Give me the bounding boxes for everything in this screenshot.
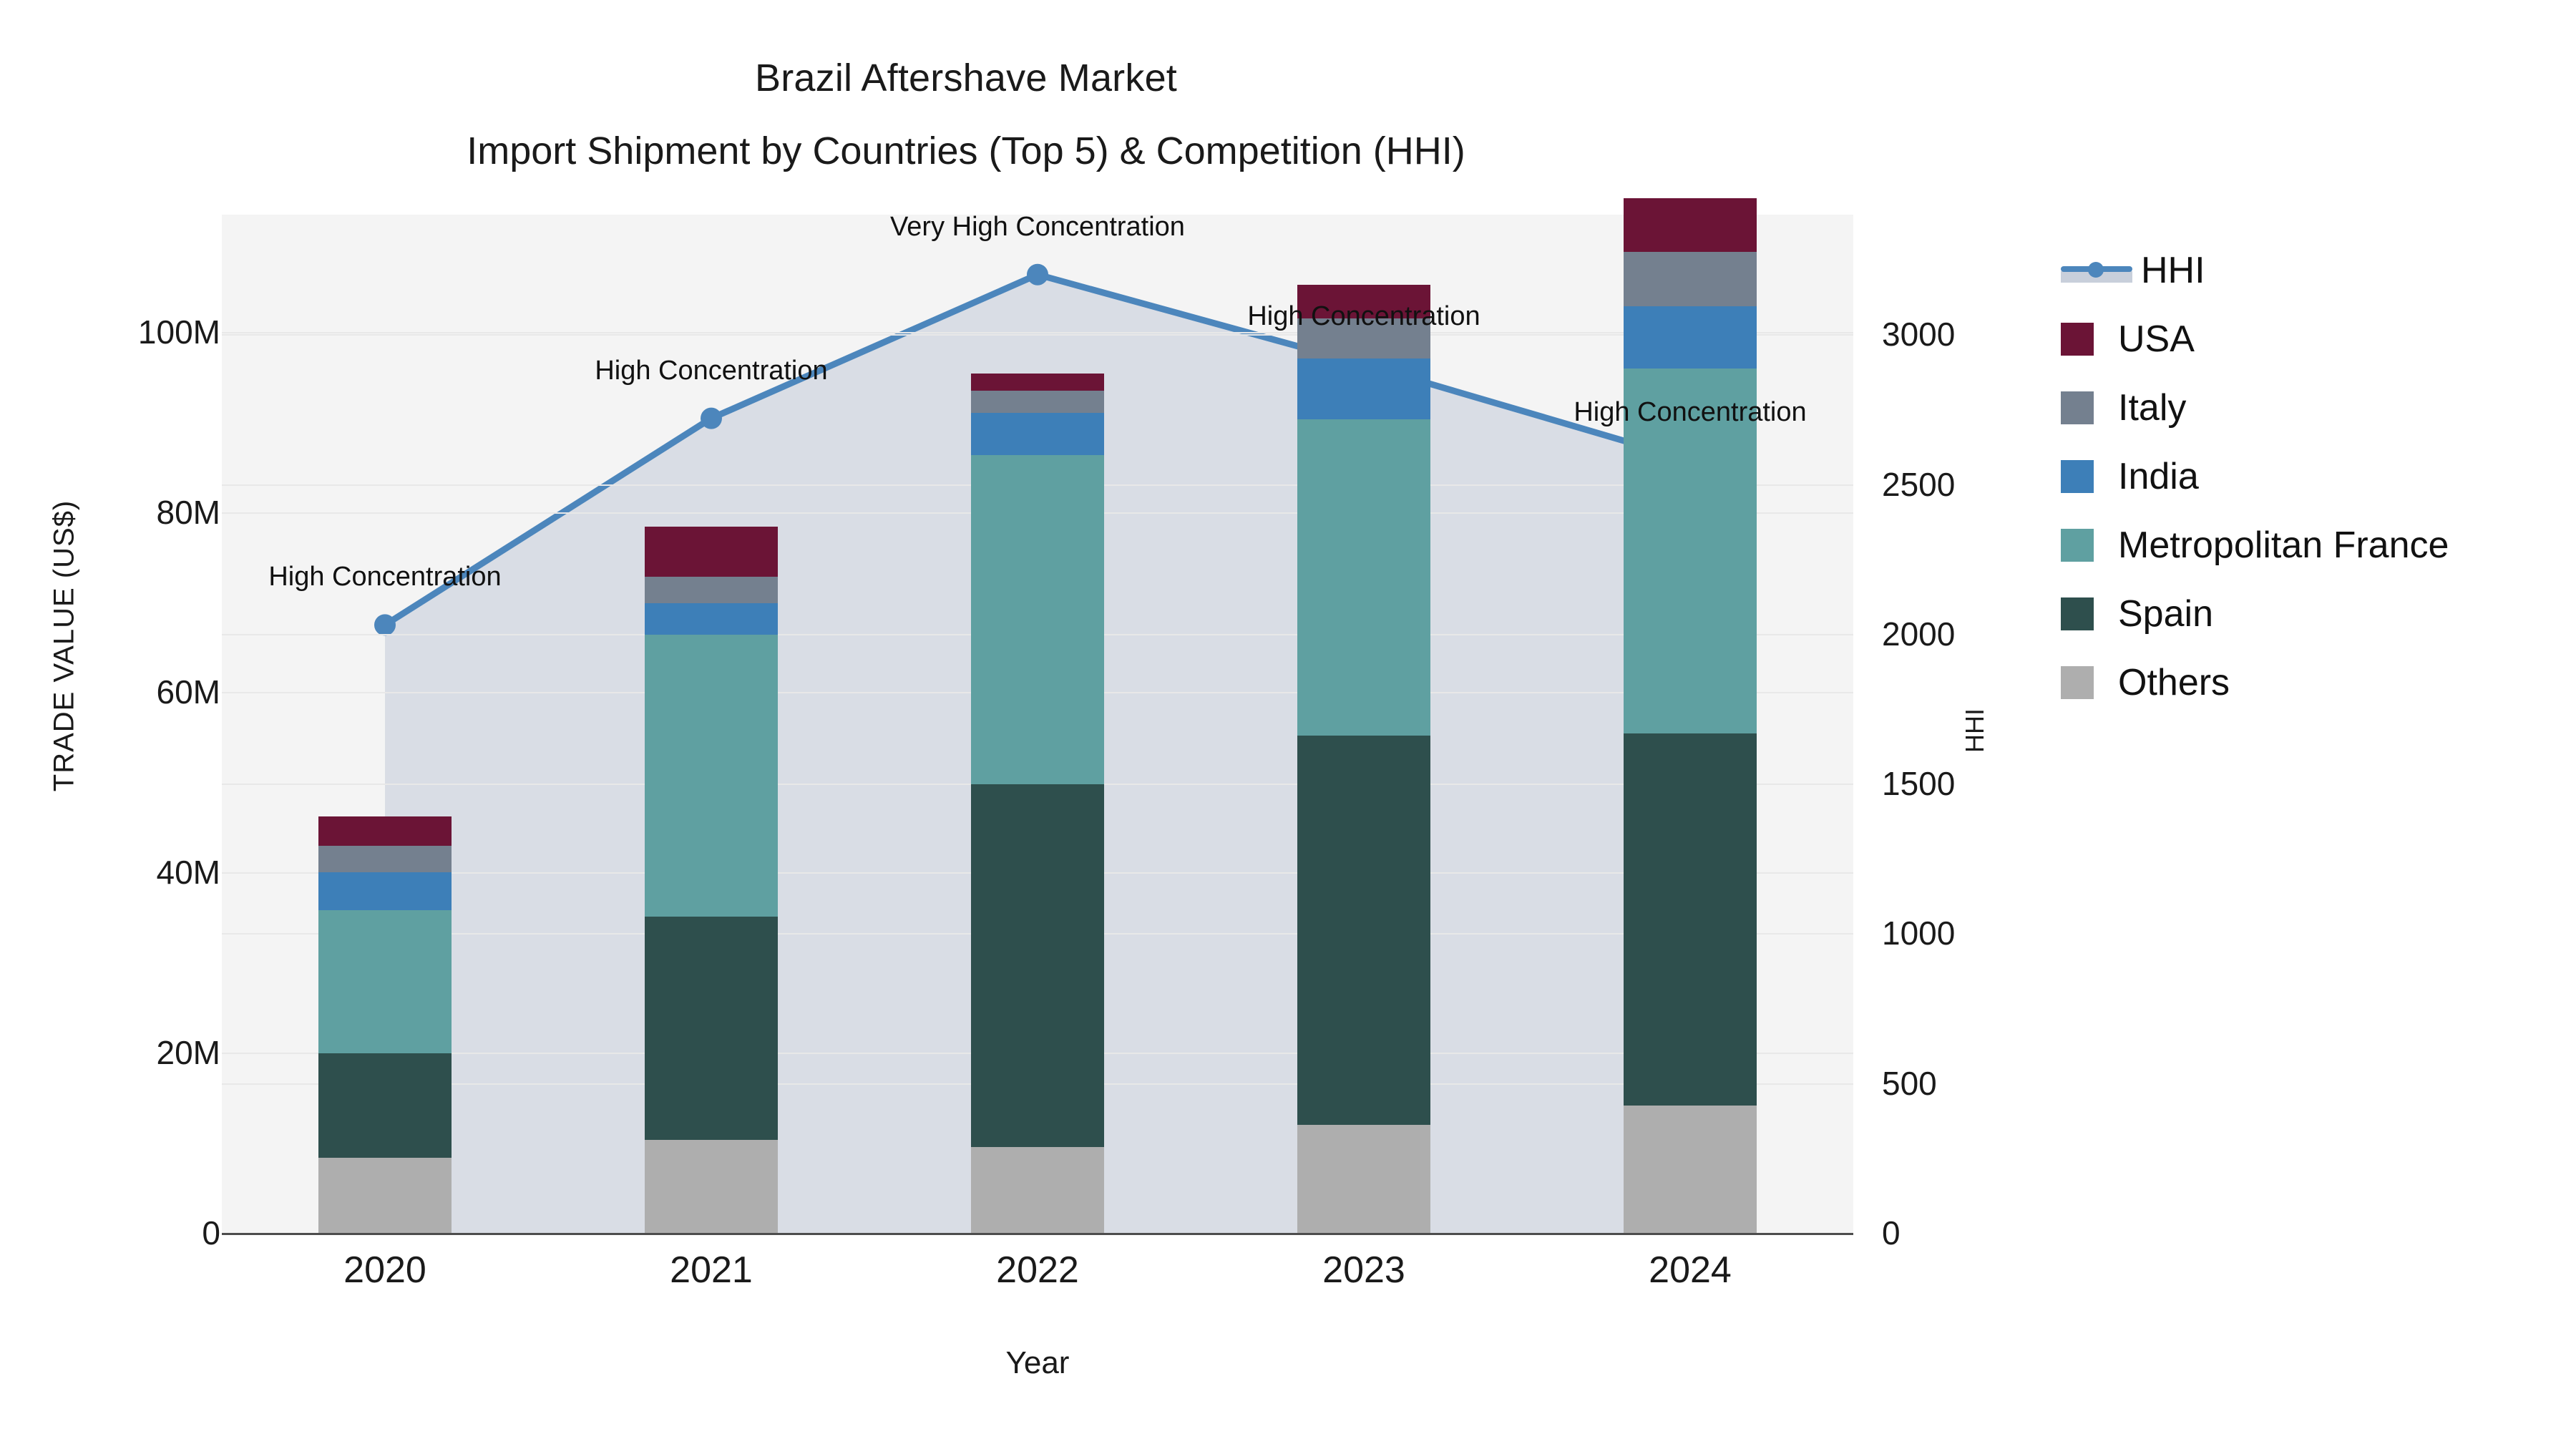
x-axis-label: Year: [1005, 1345, 1070, 1380]
legend-item-label: USA: [2118, 318, 2195, 360]
x-axis-tick-label: 2023: [1322, 1249, 1405, 1291]
legend-item-label: Italy: [2118, 387, 2187, 429]
bar-segment[interactable]: [645, 602, 778, 635]
bar-segment[interactable]: [971, 784, 1104, 1148]
chart-title: Brazil Aftershave Market: [754, 57, 1178, 99]
concentration-annotation: High Concentration: [1247, 301, 1480, 332]
legend-item-label: India: [2118, 456, 2199, 497]
y-axis-tick-label: 80M: [156, 493, 220, 531]
concentration-annotation: High Concentration: [595, 355, 828, 386]
bar-segment[interactable]: [971, 455, 1104, 784]
legend-item[interactable]: India: [2061, 442, 2562, 511]
legend-item-label: HHI: [2141, 250, 2205, 291]
legend-item[interactable]: Metropolitan France: [2061, 511, 2562, 580]
y2-axis-tick-label: 0: [1882, 1214, 1901, 1252]
legend-swatch-icon: [2061, 391, 2094, 424]
legend-item-label: Spain: [2118, 593, 2213, 635]
legend-item-label: Others: [2118, 662, 2230, 703]
legend-item[interactable]: HHI: [2061, 236, 2562, 305]
y-axis-tick-label: 60M: [156, 673, 220, 711]
bar-segment[interactable]: [1297, 735, 1430, 1125]
legend-item-label: Metropolitan France: [2118, 525, 2449, 566]
gridline-secondary: [222, 334, 1853, 336]
bar-segment[interactable]: [971, 413, 1104, 456]
y2-axis-label: HHI: [1960, 708, 1989, 753]
bar-segment[interactable]: [971, 373, 1104, 391]
bar-segment[interactable]: [1624, 198, 1757, 252]
bar-segment[interactable]: [1297, 419, 1430, 736]
y-axis-label: TRADE VALUE (US$): [48, 499, 80, 792]
bar-segment[interactable]: [318, 1053, 452, 1158]
legend-swatch-icon: [2061, 529, 2094, 562]
bar-segment[interactable]: [318, 845, 452, 873]
y-axis-tick-label: 20M: [156, 1034, 220, 1072]
y2-axis-tick-label: 500: [1882, 1064, 1937, 1102]
y2-axis-tick-label: 1500: [1882, 765, 1956, 803]
concentration-annotation: High Concentration: [1574, 397, 1807, 428]
bar-segment[interactable]: [318, 816, 452, 846]
y2-axis-tick-label: 2500: [1882, 465, 1956, 503]
y2-axis-tick-label: 1000: [1882, 914, 1956, 952]
x-axis-tick-label: 2022: [996, 1249, 1079, 1291]
bar-segment[interactable]: [318, 910, 452, 1054]
x-axis-tick-label: 2024: [1649, 1249, 1732, 1291]
legend: HHI USA Italy India Metropolitan France Spain…: [2061, 236, 2562, 717]
hhi-marker[interactable]: [1027, 263, 1048, 286]
concentration-annotation: High Concentration: [268, 562, 502, 592]
legend-swatch-icon: [2061, 323, 2094, 356]
plot-area: [222, 198, 1853, 1234]
y2-axis-tick-label: 3000: [1882, 316, 1956, 353]
bar-segment[interactable]: [1624, 369, 1757, 734]
bar-segment[interactable]: [1297, 358, 1430, 419]
hhi-marker[interactable]: [374, 614, 396, 636]
x-axis-line: [222, 1233, 1853, 1235]
legend-item[interactable]: Spain: [2061, 580, 2562, 648]
y-axis-tick-label: 0: [202, 1214, 220, 1252]
bar-segment[interactable]: [1297, 285, 1430, 318]
legend-item[interactable]: USA: [2061, 305, 2562, 374]
bar-segment[interactable]: [1297, 318, 1430, 359]
legend-item[interactable]: Italy: [2061, 374, 2562, 442]
hhi-line-icon: [2061, 254, 2132, 287]
legend-item[interactable]: Others: [2061, 648, 2562, 717]
bar-segment[interactable]: [645, 916, 778, 1141]
bar-segment[interactable]: [1624, 733, 1757, 1106]
gridline: [222, 331, 1853, 333]
bar-segment[interactable]: [645, 526, 778, 577]
concentration-annotation: Very High Concentration: [890, 211, 1185, 242]
bar-segment[interactable]: [971, 390, 1104, 414]
bar-segment[interactable]: [318, 1158, 452, 1233]
legend-swatch-icon: [2061, 666, 2094, 699]
bar-segment[interactable]: [645, 634, 778, 917]
legend-swatch-icon: [2061, 460, 2094, 493]
bar-segment[interactable]: [645, 577, 778, 603]
chart-subtitle: Import Shipment by Countries (Top 5) & C…: [467, 130, 1465, 172]
bar-segment[interactable]: [1624, 1106, 1757, 1233]
bar-segment[interactable]: [1297, 1124, 1430, 1233]
bar-segment[interactable]: [1624, 306, 1757, 369]
x-axis-tick-label: 2021: [670, 1249, 753, 1291]
legend-swatch-icon: [2061, 597, 2094, 630]
hhi-marker[interactable]: [701, 407, 722, 429]
bar-segment[interactable]: [318, 872, 452, 911]
y-axis-tick-label: 100M: [137, 313, 220, 351]
bar-segment[interactable]: [971, 1147, 1104, 1233]
bar-segment[interactable]: [1624, 251, 1757, 307]
x-axis-tick-label: 2020: [343, 1249, 426, 1291]
y-axis-tick-label: 40M: [156, 854, 220, 892]
bar-segment[interactable]: [645, 1140, 778, 1233]
y2-axis-tick-label: 2000: [1882, 615, 1956, 653]
